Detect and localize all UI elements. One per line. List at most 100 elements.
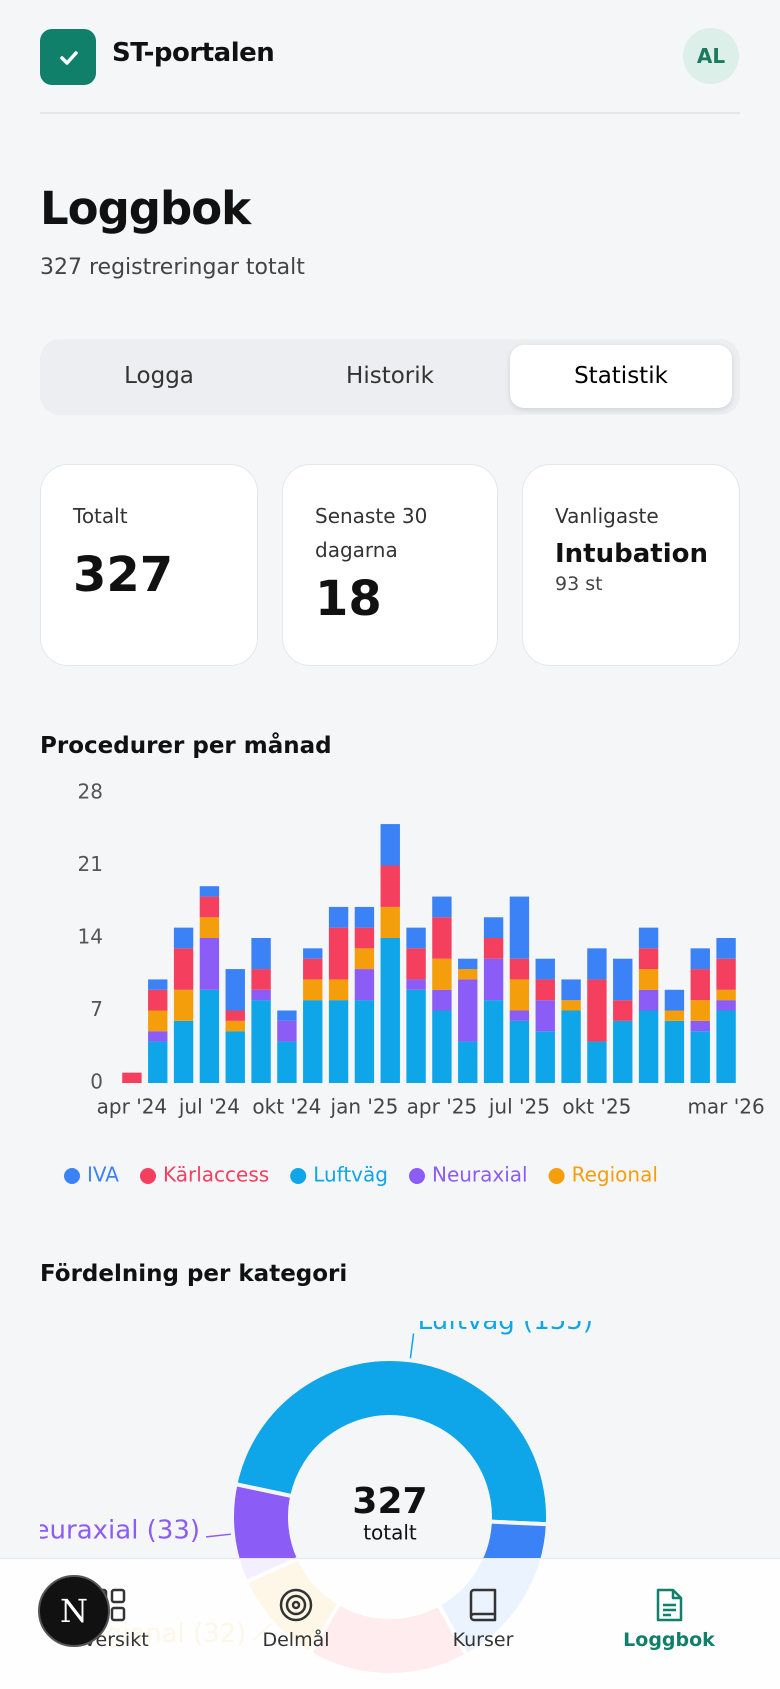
donut-segment (233, 1357, 550, 1527)
bar-segment (199, 989, 220, 1083)
bar-segment (458, 979, 478, 1042)
bar-segment (380, 906, 400, 938)
donut-total: 327 (352, 1481, 427, 1522)
bar-segment (199, 917, 220, 938)
y-tick-label: 14 (78, 925, 103, 949)
bar-segment (277, 1041, 297, 1083)
legend-swatch (290, 1168, 307, 1184)
bar-segment (251, 1000, 271, 1083)
bar-segment (173, 989, 194, 1021)
y-tick-label: 0 (90, 1070, 103, 1094)
nav-icon (469, 1588, 497, 1622)
bar-segment (303, 1000, 323, 1083)
bar-segment (535, 1000, 555, 1032)
bar-segment (354, 927, 375, 949)
bar-segment (432, 989, 452, 1011)
bar-segment (690, 1031, 710, 1083)
bar-segment (406, 927, 426, 949)
bar-segment (690, 1020, 710, 1032)
bar-segment (458, 969, 478, 980)
bar-segment (328, 906, 349, 928)
stat-card: Vanligaste Intubation 93 st (522, 464, 740, 666)
x-tick-label: apr '25 (407, 1095, 477, 1119)
legend-label: Neuraxial (432, 1163, 528, 1187)
stat-card: Senaste 30 dagarna 18 (282, 464, 498, 666)
bar-segment (587, 948, 607, 980)
legend-swatch (139, 1168, 156, 1184)
bar-segment (716, 1010, 736, 1083)
stat-value: 327 (73, 547, 174, 603)
tab[interactable]: Historik (346, 363, 434, 389)
bar-segment (380, 824, 400, 866)
chart-title: Procedurer per månad (40, 733, 332, 759)
stat-card: Totalt 327 (40, 464, 258, 666)
bar-segment (716, 1000, 736, 1011)
bar-segment (587, 979, 607, 1042)
bar-segment (432, 917, 452, 959)
x-tick-label: jul '25 (488, 1095, 550, 1119)
bar-segment (199, 938, 220, 990)
bar-segment (225, 1020, 245, 1032)
bar-segment (509, 1010, 530, 1021)
nav-icon (279, 1588, 313, 1622)
avatar[interactable]: AL (683, 28, 739, 84)
nav-item[interactable]: Delmål (216, 1559, 376, 1651)
legend-swatch (64, 1168, 80, 1184)
bar-segment (122, 1072, 142, 1083)
bar-segment (613, 1020, 633, 1083)
bar-segment (225, 969, 245, 1011)
x-tick-label: jan '25 (330, 1095, 399, 1119)
bar-segment (535, 958, 555, 980)
bar-segment (483, 958, 504, 1001)
stat-label: Senaste 30 dagarna (315, 504, 428, 562)
bar-segment (354, 1000, 375, 1083)
bar-segment (638, 927, 659, 949)
x-tick-label: okt '25 (562, 1095, 631, 1119)
bar-segment (328, 927, 349, 980)
bar-segment (535, 1031, 555, 1083)
leader-line (409, 1333, 415, 1359)
bar-segment (509, 958, 530, 980)
tab[interactable]: Statistik (510, 345, 732, 408)
app-name: ST-portalen (112, 38, 275, 68)
page-title: Loggbok (40, 182, 251, 235)
nav-icon (656, 1588, 683, 1622)
nav-item[interactable]: Kurser (403, 1559, 563, 1651)
bar-segment (251, 969, 271, 990)
dev-indicator[interactable]: N (38, 1575, 110, 1647)
legend-swatch (408, 1168, 425, 1184)
bar-segment (561, 1000, 581, 1011)
bar-segment (199, 896, 220, 918)
bar-segment (251, 989, 271, 1001)
stat-label: Totalt (73, 504, 128, 528)
bar-segment (380, 938, 400, 1083)
nav-item[interactable]: Loggbok (589, 1559, 749, 1651)
bar-segment (148, 1041, 168, 1083)
bar-segment (458, 958, 478, 970)
app-logo[interactable] (40, 29, 96, 85)
bar-segment (690, 948, 710, 970)
legend-swatch (548, 1168, 565, 1184)
bar-segment (380, 865, 400, 907)
tab[interactable]: Logga (124, 363, 194, 389)
bar-segment (716, 938, 736, 959)
bar-segment (354, 906, 375, 928)
bar-segment (303, 948, 323, 959)
tab-bar: Logga Historik Statistik (40, 339, 740, 415)
bar-segment (432, 1010, 452, 1083)
bar-segment (406, 979, 426, 990)
logo-check (60, 51, 78, 65)
bar-segment (328, 1000, 349, 1083)
stat-value: Intubation (555, 539, 708, 569)
legend-label: Kärlaccess (163, 1163, 269, 1187)
y-tick-label: 7 (90, 997, 103, 1021)
bar-segment (199, 886, 220, 897)
y-tick-label: 28 (78, 780, 103, 804)
bar-segment (148, 1031, 168, 1042)
bar-segment (638, 1010, 659, 1083)
x-tick-label: okt '24 (252, 1095, 321, 1119)
bar-segment (664, 1010, 685, 1021)
stat-value: 18 (315, 571, 382, 627)
